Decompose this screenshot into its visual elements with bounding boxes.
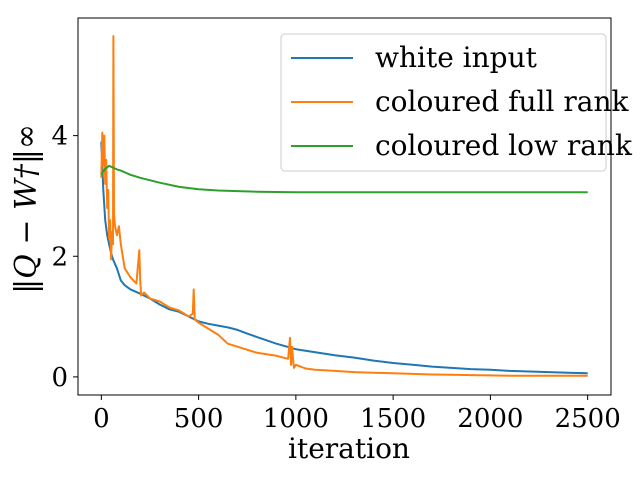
x-tick-label: 2000 — [457, 404, 523, 434]
legend-label: coloured full rank — [375, 85, 629, 118]
axes: 0 500 1000 1500 2000 2500 0 2 4 — [51, 17, 621, 434]
x-axis-label: iteration — [288, 432, 410, 465]
legend: white input coloured full rank coloured lo… — [280, 33, 633, 172]
x-tick-label: 500 — [174, 404, 224, 434]
legend-label: coloured low rank — [375, 129, 633, 162]
y-tick-label: 4 — [51, 122, 68, 152]
series-line-coloured-low-rank — [100, 164, 588, 194]
x-tick-label: 2500 — [555, 404, 621, 434]
x-tick-label: 1000 — [263, 404, 329, 434]
legend-box — [280, 33, 607, 172]
plot-area — [100, 35, 588, 377]
y-tick-label: 2 — [51, 242, 68, 272]
series-line-coloured-full-rank — [100, 35, 588, 377]
y-tick-label: 0 — [51, 363, 68, 393]
x-tick-label: 1500 — [360, 404, 426, 434]
plot-frame — [77, 17, 612, 396]
legend-label: white input — [375, 41, 538, 74]
series-line-white-input — [100, 141, 588, 375]
y-axis-label: ‖Q − W†‖∞ — [9, 124, 44, 294]
x-tick-label: 0 — [93, 404, 110, 434]
